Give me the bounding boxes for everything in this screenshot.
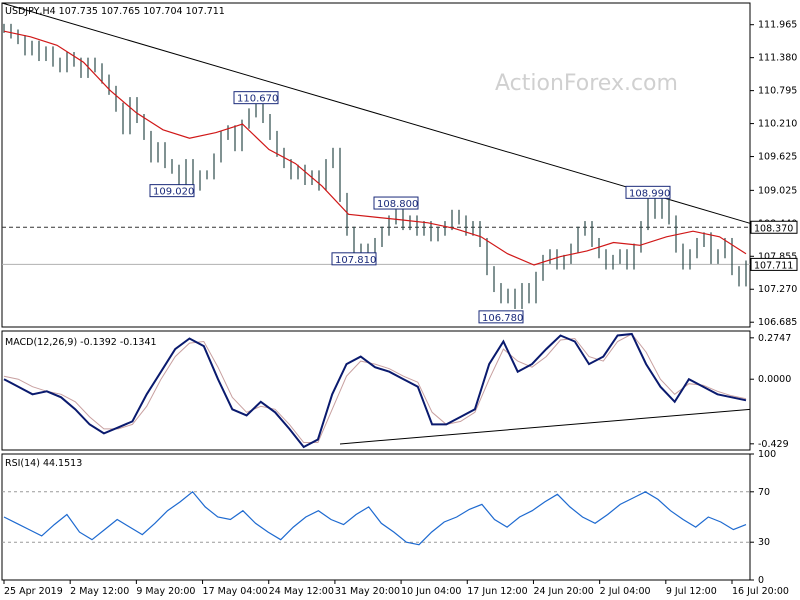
price-trendline	[1, 2, 751, 224]
macd-tick-label: -0.429	[758, 439, 789, 450]
macd-line	[3, 332, 747, 449]
rsi-tick-label: 30	[758, 537, 770, 548]
price-annotation-box	[373, 196, 419, 210]
price-ma-line	[3, 30, 747, 266]
x-tick-label: 9 Jul 12:00	[666, 586, 717, 597]
x-tick-label: 25 Apr 2019	[4, 586, 63, 597]
macd-signal-line	[3, 333, 747, 443]
x-tick-label: 16 Jul 20:00	[732, 586, 789, 597]
price-annotation-box	[149, 184, 195, 198]
x-tick-label: 31 May 20:00	[335, 586, 400, 597]
price-tick-label: 109.625	[758, 152, 797, 163]
rsi-tick-label: 70	[758, 487, 770, 498]
x-tick-label: 2 May 12:00	[70, 586, 129, 597]
watermark-text: ActionForex.com	[495, 71, 678, 96]
price-tick-label: 109.025	[758, 185, 797, 196]
price-hline-label: 107.711	[754, 260, 793, 271]
price-annotation-label: 107.810	[335, 255, 376, 266]
price-annotation-label: 109.020	[153, 187, 194, 198]
price-tick-label: 110.210	[758, 119, 797, 130]
rsi-title: RSI(14) 44.1513	[5, 458, 82, 469]
x-tick-label: 17 Jun 12:00	[467, 586, 527, 597]
x-tick-label: 10 Jun 04:00	[401, 586, 461, 597]
price-annotation-box	[233, 91, 279, 105]
price-annotation-label: 108.800	[377, 199, 418, 210]
price-tick-label: 107.855	[758, 251, 797, 262]
price-tick-label: 106.685	[758, 317, 797, 328]
price-annotation-label: 108.990	[629, 188, 670, 199]
price-annotation-box	[478, 310, 524, 324]
pane-frame-rsi	[1, 453, 751, 581]
price-title: USDJPY,H4 107.735 107.765 107.704 107.71…	[5, 6, 225, 17]
macd-tick-label: 0.2747	[758, 333, 791, 344]
x-tick-label: 2 Jul 04:00	[600, 586, 651, 597]
price-tick-label: 111.380	[758, 53, 797, 64]
price-hline-label: 108.370	[754, 223, 793, 234]
price-annotation-label: 110.670	[237, 94, 278, 105]
pane-frame-price	[1, 2, 751, 328]
macd-trendline	[339, 408, 751, 445]
x-tick-label: 17 May 04:00	[203, 586, 268, 597]
x-tick-label: 24 May 12:00	[269, 586, 334, 597]
macd-title: MACD(12,26,9) -0.1392 -0.1341	[5, 337, 157, 348]
price-hline-box	[750, 257, 798, 271]
x-tick-label: 24 Jun 20:00	[533, 586, 593, 597]
rsi-tick-label: 0	[758, 575, 764, 586]
rsi-line	[3, 490, 747, 546]
price-annotation-box	[625, 185, 671, 199]
rsi-tick-label: 100	[758, 449, 776, 460]
macd-tick-label: 0.0000	[758, 374, 791, 385]
x-tick-label: 9 May 20:00	[136, 586, 195, 597]
price-annotation-label: 106.780	[482, 313, 523, 324]
pane-frame-macd	[1, 330, 751, 451]
price-tick-label: 110.795	[758, 86, 797, 97]
price-hline-box	[750, 220, 798, 234]
price-tick-label: 111.965	[758, 20, 797, 31]
price-annotation-box	[331, 252, 377, 266]
price-tick-label: 107.270	[758, 284, 797, 295]
